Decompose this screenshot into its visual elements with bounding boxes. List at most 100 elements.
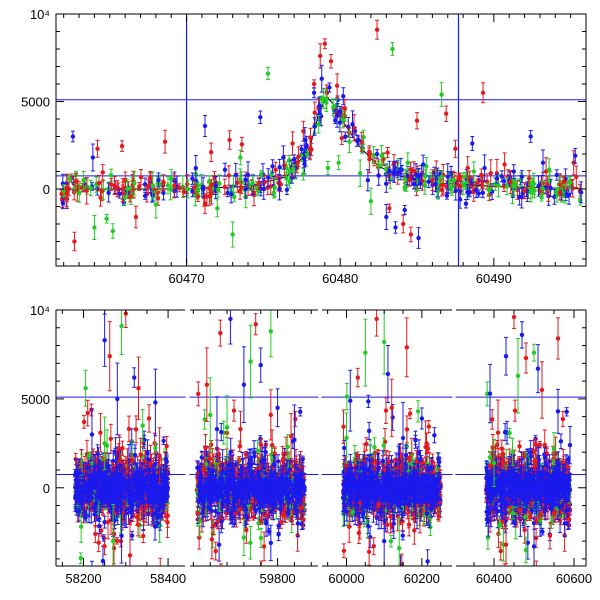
data-point-marker <box>313 111 317 115</box>
data-point-marker <box>173 179 177 183</box>
data-point-marker <box>74 179 78 183</box>
data-point-marker <box>415 119 419 123</box>
data-point-marker <box>318 54 322 58</box>
data-point-marker <box>412 182 416 186</box>
data-point-marker <box>517 195 521 199</box>
data-point-marker <box>440 188 444 192</box>
data-point-marker <box>169 176 173 180</box>
data-point-marker <box>439 92 443 96</box>
data-point-marker <box>209 191 213 195</box>
data-point-marker <box>161 181 165 185</box>
data-point-marker <box>555 173 559 177</box>
data-point-marker <box>209 183 213 187</box>
data-point-marker <box>325 91 329 95</box>
data-point-marker <box>320 77 324 81</box>
data-point-marker <box>312 82 316 86</box>
data-point-marker <box>522 189 526 193</box>
data-point-marker <box>61 201 65 205</box>
data-point-marker <box>97 181 101 185</box>
data-point-marker <box>392 170 396 174</box>
data-point-marker <box>496 183 500 187</box>
data-point-marker <box>472 169 476 173</box>
data-point-marker <box>277 165 281 169</box>
data-point-marker <box>303 138 307 142</box>
data-point-marker <box>91 155 95 159</box>
data-point-marker <box>137 184 141 188</box>
data-point-marker <box>302 162 306 166</box>
data-point-marker <box>203 124 207 128</box>
data-point-marker <box>115 539 119 543</box>
data-point-marker <box>163 140 167 144</box>
data-point-marker <box>186 187 190 191</box>
data-point-marker <box>109 437 113 441</box>
top-y-tick-label: 10⁴ <box>30 7 50 22</box>
top-y-tick-label: 5000 <box>21 95 50 110</box>
data-point-marker <box>139 175 143 179</box>
data-point-marker <box>117 192 121 196</box>
data-point-marker <box>223 185 227 189</box>
data-point-marker <box>323 42 327 46</box>
data-point-marker <box>375 28 379 32</box>
data-point-marker <box>327 85 331 89</box>
data-point-marker <box>319 97 323 101</box>
data-point-marker <box>317 104 321 108</box>
data-point-marker <box>299 147 303 151</box>
data-point-marker <box>412 169 416 173</box>
data-point-marker <box>430 178 434 182</box>
data-point-marker <box>106 190 110 194</box>
data-point-marker <box>296 160 300 164</box>
data-point-marker <box>416 236 420 240</box>
data-point-marker <box>343 106 347 110</box>
data-point-marker <box>393 225 397 229</box>
data-point-marker <box>384 215 388 219</box>
data-point-marker <box>387 206 391 210</box>
data-point-marker <box>292 157 296 161</box>
data-point-marker <box>481 191 485 195</box>
data-point-marker <box>385 150 389 154</box>
data-point-marker <box>548 186 552 190</box>
data-point-marker <box>301 172 305 176</box>
data-point-marker <box>489 171 493 175</box>
data-point-marker <box>573 154 577 158</box>
data-point-marker <box>161 439 165 443</box>
data-point-marker <box>67 177 71 181</box>
data-point-marker <box>290 141 294 145</box>
data-point-marker <box>266 71 270 75</box>
data-point-marker <box>259 172 263 176</box>
data-point-marker <box>375 152 379 156</box>
data-point-marker <box>161 191 165 195</box>
data-point-marker <box>452 178 456 182</box>
data-point-marker <box>257 182 261 186</box>
data-point-marker <box>527 176 531 180</box>
data-point-marker <box>223 168 227 172</box>
data-point-marker <box>246 173 250 177</box>
data-point-marker <box>214 183 218 187</box>
data-point-marker <box>73 186 77 190</box>
data-point-marker <box>120 144 124 148</box>
data-point-marker <box>291 166 295 170</box>
data-point-marker <box>272 191 276 195</box>
data-point-marker <box>403 177 407 181</box>
data-point-marker <box>366 178 370 182</box>
data-point-marker <box>156 196 160 200</box>
data-point-marker <box>151 183 155 187</box>
data-point-marker <box>453 147 457 151</box>
data-point-marker <box>132 181 136 185</box>
data-point-marker <box>409 232 413 236</box>
data-point-marker <box>541 161 545 165</box>
data-point-marker <box>458 197 462 201</box>
data-point-marker <box>194 166 198 170</box>
data-point-marker <box>505 184 509 188</box>
data-point-marker <box>369 199 373 203</box>
data-point-marker <box>445 194 449 198</box>
data-point-marker <box>79 556 83 560</box>
data-point-marker <box>338 109 342 113</box>
data-point-marker <box>335 113 339 117</box>
data-point-marker <box>216 188 220 192</box>
data-point-marker <box>565 192 569 196</box>
data-point-marker <box>536 184 540 188</box>
data-point-marker <box>234 173 238 177</box>
data-point-marker <box>256 188 260 192</box>
data-point-marker <box>347 140 351 144</box>
data-point-marker <box>475 181 479 185</box>
